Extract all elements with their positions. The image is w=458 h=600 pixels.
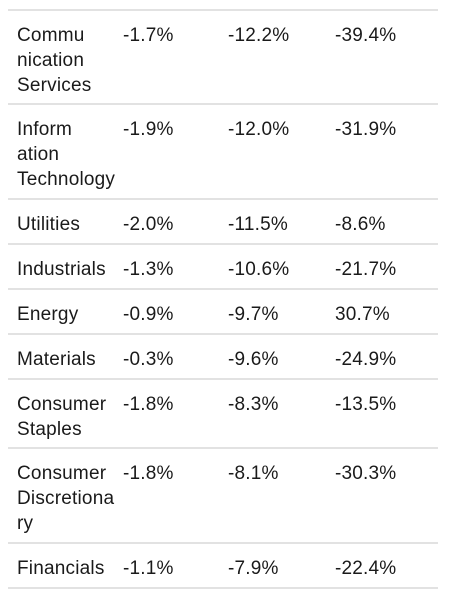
value-col-2: -12.2% — [228, 25, 290, 46]
value-col-3: -39.4% — [335, 25, 397, 46]
table-row: Consumer Staples -1.8% -8.3% -13.5% — [8, 380, 438, 449]
sector-name: Energy — [17, 304, 79, 325]
value-col-2: -8.3% — [228, 394, 279, 415]
value-col-3: -22.4% — [335, 558, 397, 579]
value-col-2: -11.5% — [228, 214, 288, 235]
table-row: Energy -0.9% -9.7% 30.7% — [8, 290, 438, 335]
sector-name: Consumer Discretiona ry — [17, 463, 115, 534]
value-col-1: -1.8% — [123, 463, 174, 484]
sector-name: Utilities — [17, 214, 81, 235]
value-col-1: -0.3% — [123, 349, 174, 370]
value-col-2: -12.0% — [228, 119, 290, 140]
value-col-2: -10.6% — [228, 259, 290, 280]
value-col-2: -9.6% — [228, 349, 279, 370]
value-col-1: -0.9% — [123, 304, 174, 325]
sector-name: Industrials — [17, 259, 106, 280]
table-row: Utilities -2.0% -11.5% -8.6% — [8, 200, 438, 245]
value-col-1: -1.3% — [123, 259, 174, 280]
value-col-3: -8.6% — [335, 214, 386, 235]
value-col-1: -1.8% — [123, 394, 174, 415]
value-col-2: -8.1% — [228, 463, 279, 484]
table-row: Commu nication Services -1.7% -12.2% -39… — [8, 11, 438, 105]
sector-name: Inform ation Technology — [17, 119, 116, 190]
value-col-2: -9.7% — [228, 304, 279, 325]
table-row: Inform ation Technology -1.9% -12.0% -31… — [8, 105, 438, 200]
sector-name: Commu nication Services — [17, 25, 92, 96]
sector-performance-table: Commu nication Services -1.7% -12.2% -39… — [8, 9, 438, 589]
value-col-3: -30.3% — [335, 463, 397, 484]
value-col-1: -1.1% — [123, 558, 174, 579]
value-col-3: -21.7% — [335, 259, 397, 280]
value-col-1: -2.0% — [123, 214, 174, 235]
value-col-1: -1.7% — [123, 25, 174, 46]
table-row: Materials -0.3% -9.6% -24.9% — [8, 335, 438, 380]
table-row: Financials -1.1% -7.9% -22.4% — [8, 544, 438, 589]
value-col-3: 30.7% — [335, 304, 390, 325]
value-col-3: -31.9% — [335, 119, 397, 140]
sector-name: Consumer Staples — [17, 394, 107, 440]
value-col-3: -24.9% — [335, 349, 397, 370]
sector-name: Materials — [17, 349, 96, 370]
sector-name: Financials — [17, 558, 105, 579]
table-row: Consumer Discretiona ry -1.8% -8.1% -30.… — [8, 449, 438, 544]
table-row: Industrials -1.3% -10.6% -21.7% — [8, 245, 438, 290]
value-col-1: -1.9% — [123, 119, 174, 140]
value-col-3: -13.5% — [335, 394, 397, 415]
value-col-2: -7.9% — [228, 558, 279, 579]
